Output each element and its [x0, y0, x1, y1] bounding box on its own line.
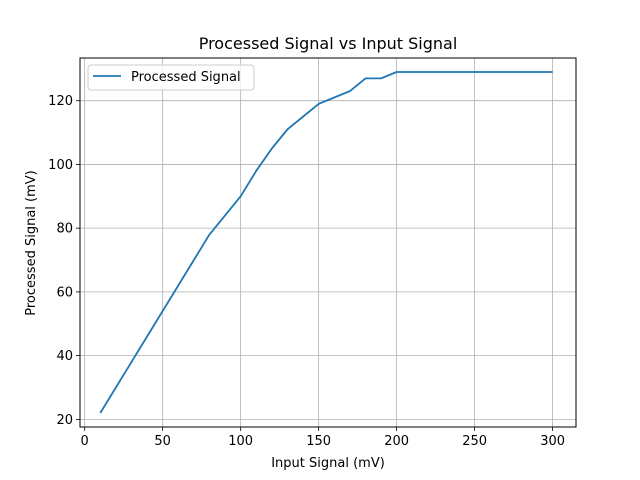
y-tick-label: 60: [56, 285, 73, 300]
x-tick-label: 300: [540, 434, 565, 449]
plot-frame: [79, 57, 577, 428]
chart-title: Processed Signal vs Input Signal: [199, 34, 458, 53]
x-tick-label: 0: [81, 434, 89, 449]
ticks: 0 50 100 150 200 250 300 20 40 60 80 100 120: [48, 94, 565, 449]
grid: [80, 58, 576, 427]
x-tick-label: 50: [154, 434, 171, 449]
series-line: [99, 71, 553, 414]
x-tick-label: 100: [228, 434, 253, 449]
y-tick-label: 100: [48, 158, 73, 173]
series-layer: [99, 71, 553, 414]
y-tick-label: 40: [56, 349, 73, 364]
y-axis-label: Processed Signal (mV): [24, 170, 39, 315]
legend-box: [87, 64, 255, 91]
x-tick-label: 150: [306, 434, 331, 449]
legend: Processed Signal: [87, 64, 255, 91]
y-tick-label: 80: [56, 222, 73, 237]
legend-label: Processed Signal: [131, 70, 241, 85]
y-tick-label: 20: [56, 413, 73, 428]
x-axis-label: Input Signal (mV): [271, 456, 385, 471]
x-tick-label: 250: [462, 434, 487, 449]
y-tick-label: 120: [48, 94, 73, 109]
x-tick-label: 200: [384, 434, 409, 449]
